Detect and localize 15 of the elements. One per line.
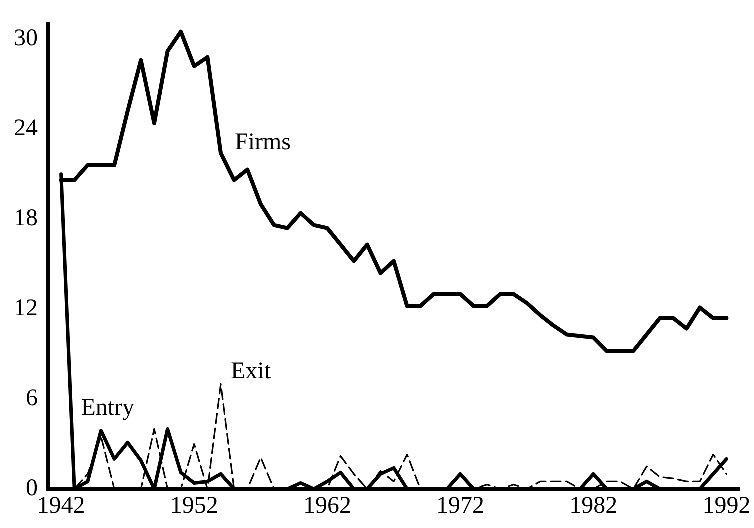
x-tick-label: 1992 <box>702 492 751 519</box>
y-tick-label: 24 <box>14 116 38 142</box>
y-tick-label: 6 <box>26 386 38 412</box>
y-tick-label: 0 <box>26 475 38 502</box>
y-tick-label: 12 <box>14 296 38 322</box>
x-tick-label: 1982 <box>570 492 618 519</box>
y-tick-label: 18 <box>14 206 38 232</box>
series-label: Exit <box>231 358 272 385</box>
y-tick-label: 30 <box>14 26 38 52</box>
x-tick-label: 1962 <box>303 492 352 519</box>
x-tick-label: 1942 <box>37 492 86 519</box>
x-tick-label: 1952 <box>170 492 218 519</box>
x-tick-label: 1972 <box>436 492 485 519</box>
series-label: Firms <box>235 130 292 156</box>
series-label: Entry <box>81 395 135 422</box>
